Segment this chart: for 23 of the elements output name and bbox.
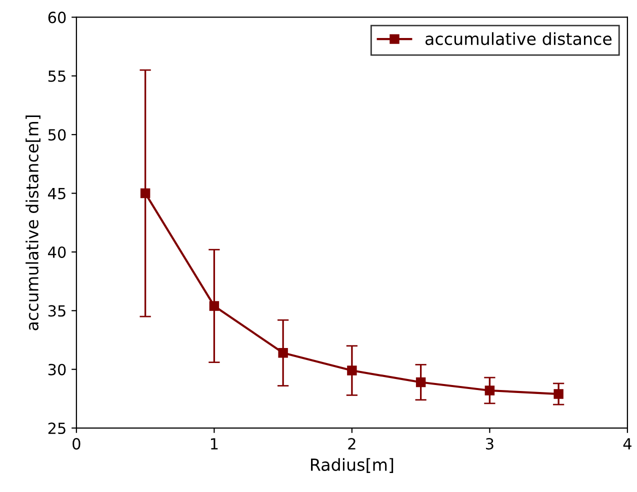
point (554, 389, 564, 399)
x-tick-label: 0 (72, 438, 80, 450)
point (484, 386, 495, 396)
y-tick-label: 55 (48, 70, 66, 82)
legend-label: accumulative distance (425, 32, 612, 46)
y-tick-label: 35 (48, 305, 66, 317)
y-tick-label: 40 (48, 246, 66, 258)
y-tick-label: 60 (48, 12, 66, 24)
x-tick-label: 2 (348, 438, 356, 450)
x-tick-label: 1 (211, 438, 218, 450)
y-tick-label: 25 (48, 422, 66, 434)
x-axis-title: Radius[m] (311, 458, 394, 473)
point (416, 377, 426, 388)
y-axis-title: accumulative distance[m] (26, 115, 40, 330)
x-tick-label: 4 (623, 438, 632, 450)
point (278, 348, 288, 358)
point (140, 188, 150, 198)
y-tick-label: 50 (48, 129, 66, 141)
point (347, 366, 357, 376)
y-tick-label: 30 (48, 364, 66, 376)
point (209, 301, 220, 311)
y-tick-label: 45 (48, 188, 66, 200)
x-tick-label: 3 (486, 438, 494, 450)
